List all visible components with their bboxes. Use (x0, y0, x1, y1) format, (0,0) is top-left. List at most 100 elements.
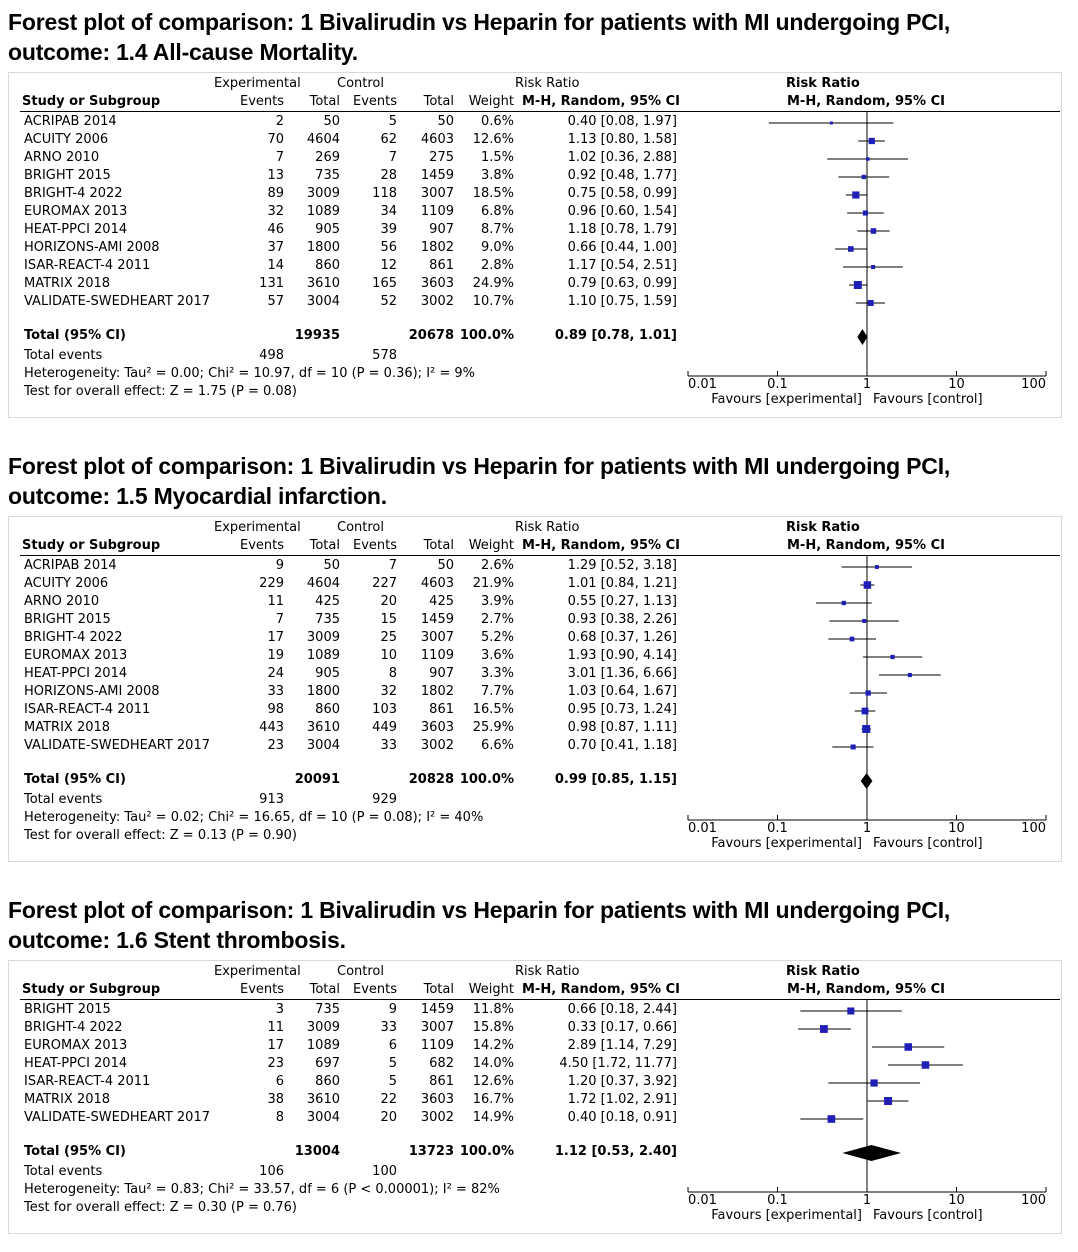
exp-events-cell: 89 (267, 186, 284, 201)
header-study: Study or Subgroup (22, 982, 161, 997)
exp-total-cell: 1800 (306, 684, 340, 699)
x-tick-label: 100 (1021, 377, 1046, 392)
x-tick-label: 0.01 (688, 821, 717, 836)
exp-total-cell: 3610 (306, 1092, 340, 1107)
study-name: ACRIPAB 2014 (24, 114, 117, 129)
plot-title-line1: Forest plot of comparison: 1 Bivalirudin… (8, 897, 951, 923)
exp-total-cell: 3009 (306, 1020, 340, 1035)
ctrl-total-cell: 1459 (420, 612, 454, 627)
ctrl-events-cell: 39 (380, 222, 397, 237)
exp-total-cell: 3004 (306, 294, 340, 309)
exp-events-cell: 70 (267, 132, 284, 147)
ctrl-total-cell: 3007 (420, 630, 454, 645)
weight-cell: 12.6% (472, 1074, 514, 1089)
header-plot-risk-ratio: Risk Ratio (786, 520, 860, 535)
forest-plot-panel (8, 72, 1062, 418)
ctrl-events-cell: 28 (380, 168, 397, 183)
exp-events-cell: 443 (259, 720, 284, 735)
total-exp-total: 19935 (294, 328, 340, 343)
header-study: Study or Subgroup (22, 94, 161, 109)
ctrl-total-cell: 861 (429, 702, 454, 717)
ctrl-events-cell: 22 (380, 1092, 397, 1107)
effect-square (862, 725, 871, 733)
effect-square (871, 264, 876, 270)
favours-experimental-label: Favours [experimental] (711, 836, 862, 851)
exp-total-cell: 3009 (306, 186, 340, 201)
ctrl-total-cell: 1802 (420, 240, 454, 255)
exp-events-cell: 17 (267, 1038, 284, 1053)
exp-events-cell: 2 (275, 114, 284, 129)
exp-total-cell: 50 (323, 558, 340, 573)
effect-square (907, 672, 912, 678)
study-name: EUROMAX 2013 (24, 648, 128, 663)
exp-total-cell: 1800 (306, 240, 340, 255)
header-weight: Weight (468, 538, 514, 553)
weight-cell: 6.6% (480, 738, 514, 753)
exp-events-cell: 7 (275, 150, 284, 165)
total-risk-ratio-ci: 0.99 [0.85, 1.15] (554, 772, 677, 787)
total-exp-total: 13004 (294, 1144, 340, 1159)
exp-total-cell: 1089 (306, 648, 340, 663)
x-tick-label: 100 (1021, 821, 1046, 836)
plot-title-line1: Forest plot of comparison: 1 Bivalirudin… (8, 9, 951, 35)
risk-ratio-ci-cell: 0.93 [0.38, 2.26] (567, 612, 677, 627)
exp-events-cell: 24 (267, 666, 284, 681)
effect-square (861, 174, 866, 180)
weight-cell: 14.0% (472, 1056, 514, 1071)
weight-cell: 0.6% (480, 114, 514, 129)
risk-ratio-ci-cell: 1.02 [0.36, 2.88] (567, 150, 677, 165)
header-exp-events: Events (239, 982, 284, 997)
risk-ratio-ci-cell: 0.95 [0.73, 1.24] (567, 702, 677, 717)
risk-ratio-ci-cell: 1.72 [1.02, 2.91] (567, 1092, 677, 1107)
weight-cell: 5.2% (480, 630, 514, 645)
effect-square (866, 157, 870, 161)
effect-square (849, 636, 855, 642)
total-exp-total: 20091 (294, 772, 340, 787)
risk-ratio-ci-cell: 0.92 [0.48, 1.77] (567, 168, 677, 183)
weight-cell: 3.8% (480, 168, 514, 183)
ctrl-events-cell: 10 (380, 648, 397, 663)
x-tick-label: 10 (948, 377, 965, 392)
study-name: HORIZONS-AMI 2008 (24, 684, 160, 699)
exp-events-cell: 9 (275, 558, 284, 573)
ctrl-events-cell: 5 (388, 114, 397, 129)
header-divider (20, 555, 1060, 556)
exp-events-cell: 38 (267, 1092, 284, 1107)
plot-title-line1: Forest plot of comparison: 1 Bivalirudin… (8, 453, 951, 479)
total-weight: 100.0% (459, 328, 514, 343)
weight-cell: 14.2% (472, 1038, 514, 1053)
plot-title-line2: outcome: 1.6 Stent thrombosis. (8, 927, 346, 953)
header-ctrl-total: Total (423, 94, 454, 109)
header-ctrl-total: Total (423, 538, 454, 553)
study-name: MATRIX 2018 (24, 1092, 111, 1107)
total-weight: 100.0% (459, 1144, 514, 1159)
plot-title-line2: outcome: 1.4 All-cause Mortality. (8, 39, 358, 65)
study-name: ARNO 2010 (24, 594, 100, 609)
header-control: Control (337, 520, 384, 535)
exp-events-cell: 14 (267, 258, 284, 273)
total-label: Total (95% CI) (24, 772, 126, 787)
study-name: ACUITY 2006 (24, 132, 109, 147)
exp-events-cell: 3 (275, 1002, 284, 1017)
risk-ratio-ci-cell: 0.75 [0.58, 0.99] (567, 186, 677, 201)
pooled-diamond (857, 329, 868, 345)
effect-square (874, 565, 879, 569)
weight-cell: 21.9% (472, 576, 514, 591)
exp-events-cell: 19 (267, 648, 284, 663)
risk-ratio-ci-cell: 3.01 [1.36, 6.66] (567, 666, 677, 681)
exp-events-cell: 57 (267, 294, 284, 309)
exp-total-cell: 3004 (306, 738, 340, 753)
exp-total-cell: 50 (323, 114, 340, 129)
study-name: HORIZONS-AMI 2008 (24, 240, 160, 255)
total-weight: 100.0% (459, 772, 514, 787)
risk-ratio-ci-cell: 2.89 [1.14, 7.29] (567, 1038, 677, 1053)
ctrl-total-cell: 861 (429, 1074, 454, 1089)
ctrl-events-cell: 20 (380, 1110, 397, 1125)
exp-total-cell: 905 (315, 666, 340, 681)
overall-effect-text: Test for overall effect: Z = 0.13 (P = 0… (24, 828, 297, 843)
header-ctrl-events: Events (352, 94, 397, 109)
exp-events-cell: 17 (267, 630, 284, 645)
effect-square (853, 281, 862, 289)
header-exp-events: Events (239, 538, 284, 553)
weight-cell: 25.9% (472, 720, 514, 735)
